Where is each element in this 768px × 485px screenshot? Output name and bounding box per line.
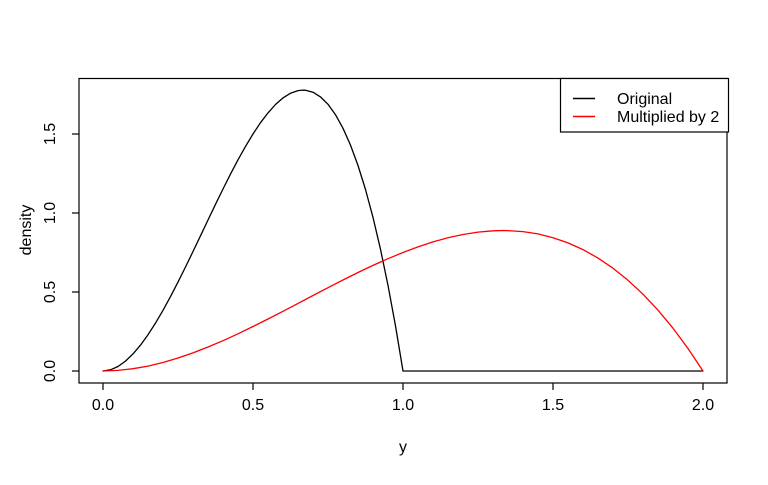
x-axis: 0.0 0.5 1.0 1.5 2.0 xyxy=(92,383,714,414)
x-tick-label: 0.0 xyxy=(92,397,114,414)
y-tick-label: 1.5 xyxy=(42,123,59,145)
y-tick-label: 0.5 xyxy=(42,281,59,303)
legend: Original Multiplied by 2 xyxy=(559,77,730,133)
y-axis-title: density xyxy=(18,205,35,256)
x-axis-title: y xyxy=(399,439,407,456)
series-multiplied-by-2-line xyxy=(102,229,704,372)
y-tick-label: 0.0 xyxy=(42,360,59,382)
legend-label-original: Original xyxy=(617,91,672,108)
x-tick-label: 2.0 xyxy=(692,397,714,414)
legend-label-multiplied: Multiplied by 2 xyxy=(617,109,719,126)
y-axis: 0.0 0.5 1.0 1.5 xyxy=(42,123,79,382)
x-tick-label: 1.5 xyxy=(542,397,564,414)
x-tick-label: 1.0 xyxy=(392,397,414,414)
series-original-line xyxy=(102,89,704,372)
y-tick-label: 1.0 xyxy=(42,202,59,224)
legend-box xyxy=(559,77,730,133)
x-tick-label: 0.5 xyxy=(242,397,264,414)
